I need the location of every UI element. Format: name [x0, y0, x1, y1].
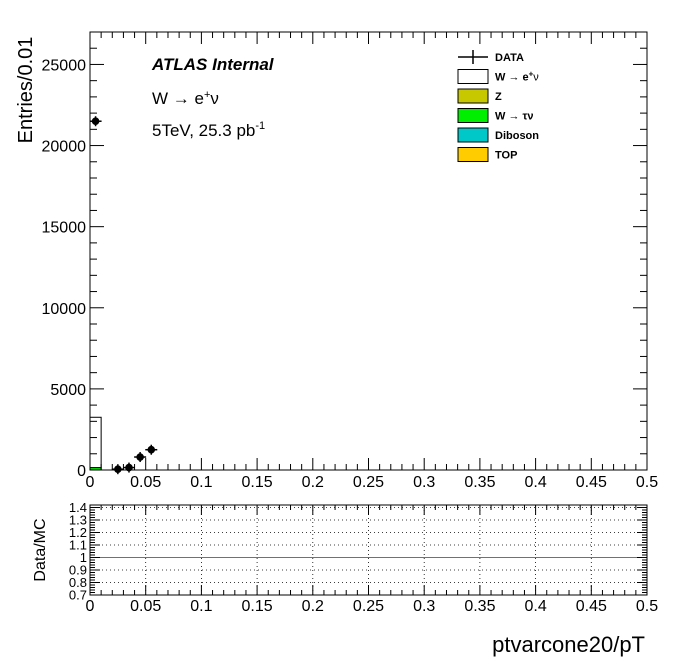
y-tick-label: 20000	[42, 139, 87, 156]
main-x-ticks: 0 0.05 0.1 0.15 0.2 0.25 0.3 0.35 0.4 0.45 0.5	[86, 32, 658, 491]
legend-entry-diboson: Diboson	[457, 127, 539, 143]
legend-label: Diboson	[495, 130, 539, 142]
x-tick-label: 0.15	[242, 598, 273, 615]
legend-label: DATA	[495, 52, 524, 64]
process-label: W → e+ν	[152, 89, 219, 108]
legend-swatch	[457, 88, 489, 104]
atlas-label: ATLAS Internal	[151, 55, 275, 74]
legend-swatch	[457, 108, 489, 123]
x-tick-label: 0.4	[524, 474, 546, 491]
data-points	[89, 116, 158, 475]
ratio-y-tick-label: 1	[80, 550, 87, 565]
main-panel: 0 0.05 0.1 0.15 0.2 0.25 0.3 0.35 0.4 0.45 0.5 0 50…	[15, 31, 658, 491]
x-tick-label: 0.05	[130, 598, 161, 615]
x-tick-label: 0.5	[636, 598, 658, 615]
data-point	[89, 116, 102, 127]
y-tick-label: 25000	[42, 57, 87, 74]
x-tick-label: 0.3	[413, 598, 435, 615]
ratio-y-tick-label: 0.7	[69, 588, 87, 603]
x-tick-label: 0	[86, 598, 95, 615]
ratio-panel: 0 0.05 0.1 0.15 0.2 0.25 0.3 0.35 0.4 0.45 0.5 0.7…	[32, 500, 658, 615]
legend-swatch	[457, 147, 489, 162]
ratio-y-ticks: 0.70.80.911.11.21.31.4	[69, 500, 647, 603]
x-tick-label: 0	[86, 474, 95, 491]
y-tick-label: 5000	[50, 382, 86, 399]
data-point	[122, 462, 135, 473]
x-tick-label: 0.45	[576, 598, 607, 615]
y-tick-label: 0	[77, 463, 86, 480]
legend-entry-z: Z	[457, 88, 502, 104]
ratio-y-tick-label: 1.2	[69, 525, 87, 540]
legend-swatch	[457, 127, 489, 143]
x-tick-label: 0.05	[130, 474, 161, 491]
x-axis-label: ptvarcone20/pT	[492, 632, 645, 657]
legend-label: TOP	[495, 150, 517, 162]
y-tick-label: 10000	[42, 301, 87, 318]
legend-entry-wenu: W → e+ν	[457, 69, 539, 84]
ratio-y-tick-label: 0.8	[69, 575, 87, 590]
y-axis-label: Entries/0.01	[15, 37, 37, 144]
legend: DATA W → e+ν Z W → τν Diboson TOP	[457, 50, 539, 162]
stack-bar-1	[89, 416, 102, 469]
process-label-end: ν	[210, 89, 219, 108]
ratio-y-tick-label: 0.9	[69, 563, 87, 578]
x-tick-label: 0.15	[242, 474, 273, 491]
x-tick-label: 0.1	[190, 598, 212, 615]
process-label-sup: +	[204, 89, 210, 101]
data-point	[134, 452, 147, 463]
energy-label-sup: -1	[255, 120, 265, 132]
ratio-grid	[89, 505, 648, 596]
x-tick-label: 0.1	[190, 474, 212, 491]
x-tick-label: 0.5	[636, 474, 658, 491]
legend-entry-top: TOP	[457, 147, 517, 162]
legend-swatch	[457, 69, 489, 84]
legend-label: Z	[495, 91, 502, 103]
data-point	[111, 464, 124, 475]
legend-label: W → τν	[495, 111, 534, 123]
x-tick-label: 0.2	[302, 474, 324, 491]
mc-stack	[89, 416, 102, 471]
data-point	[145, 444, 158, 455]
ratio-x-ticks: 0 0.05 0.1 0.15 0.2 0.25 0.3 0.35 0.4 0.45 0.5	[86, 505, 658, 615]
x-tick-label: 0.2	[302, 598, 324, 615]
x-tick-label: 0.3	[413, 474, 435, 491]
y-tick-label: 15000	[42, 220, 87, 237]
legend-entry-data: DATA	[458, 50, 524, 64]
ratio-y-tick-label: 1.4	[69, 500, 87, 515]
x-tick-label: 0.35	[464, 598, 495, 615]
x-tick-label: 0.25	[353, 474, 384, 491]
ratio-y-tick-label: 1.3	[69, 513, 87, 528]
x-tick-label: 0.4	[524, 598, 546, 615]
ratio-y-tick-label: 1.1	[69, 538, 87, 553]
process-label-main: W → e	[152, 89, 204, 108]
energy-label: 5TeV, 25.3 pb-1	[152, 120, 265, 140]
legend-label: W → e+ν	[495, 70, 539, 84]
legend-entry-wtaunu: W → τν	[457, 108, 534, 123]
x-tick-label: 0.35	[464, 474, 495, 491]
main-y-ticks: 0 5000 10000 15000 20000 25000	[42, 31, 647, 480]
ratio-y-axis-label: Data/MC	[32, 518, 49, 581]
x-tick-label: 0.45	[576, 474, 607, 491]
x-tick-label: 0.25	[353, 598, 384, 615]
energy-label-main: 5TeV, 25.3 pb	[152, 121, 255, 140]
